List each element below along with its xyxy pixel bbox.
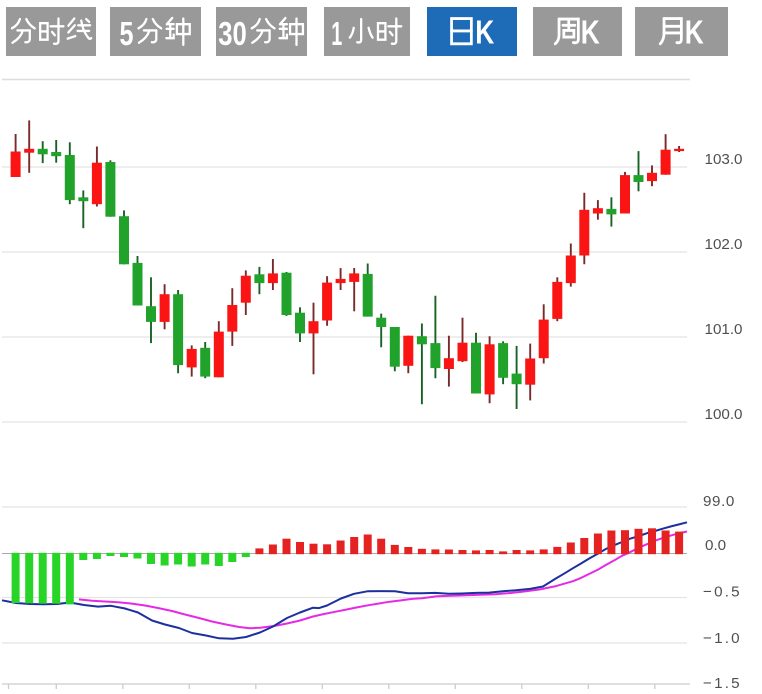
svg-text:101.0: 101.0 xyxy=(705,321,743,338)
svg-text:5: 5 xyxy=(120,15,134,52)
svg-text:K: K xyxy=(685,14,704,51)
svg-text:0.0: 0.0 xyxy=(705,537,726,554)
svg-text:103.0: 103.0 xyxy=(705,151,743,168)
svg-text:1: 1 xyxy=(331,15,342,52)
svg-text:100.0: 100.0 xyxy=(705,406,743,423)
svg-text:K: K xyxy=(580,14,599,51)
svg-text:−0.5: −0.5 xyxy=(703,584,742,601)
svg-text:99.0: 99.0 xyxy=(703,493,735,510)
svg-text:30: 30 xyxy=(218,15,247,52)
svg-text:−1.0: −1.0 xyxy=(703,630,742,647)
svg-text:102.0: 102.0 xyxy=(705,236,743,253)
svg-text:−1.5: −1.5 xyxy=(703,675,742,692)
svg-text:K: K xyxy=(475,14,494,51)
